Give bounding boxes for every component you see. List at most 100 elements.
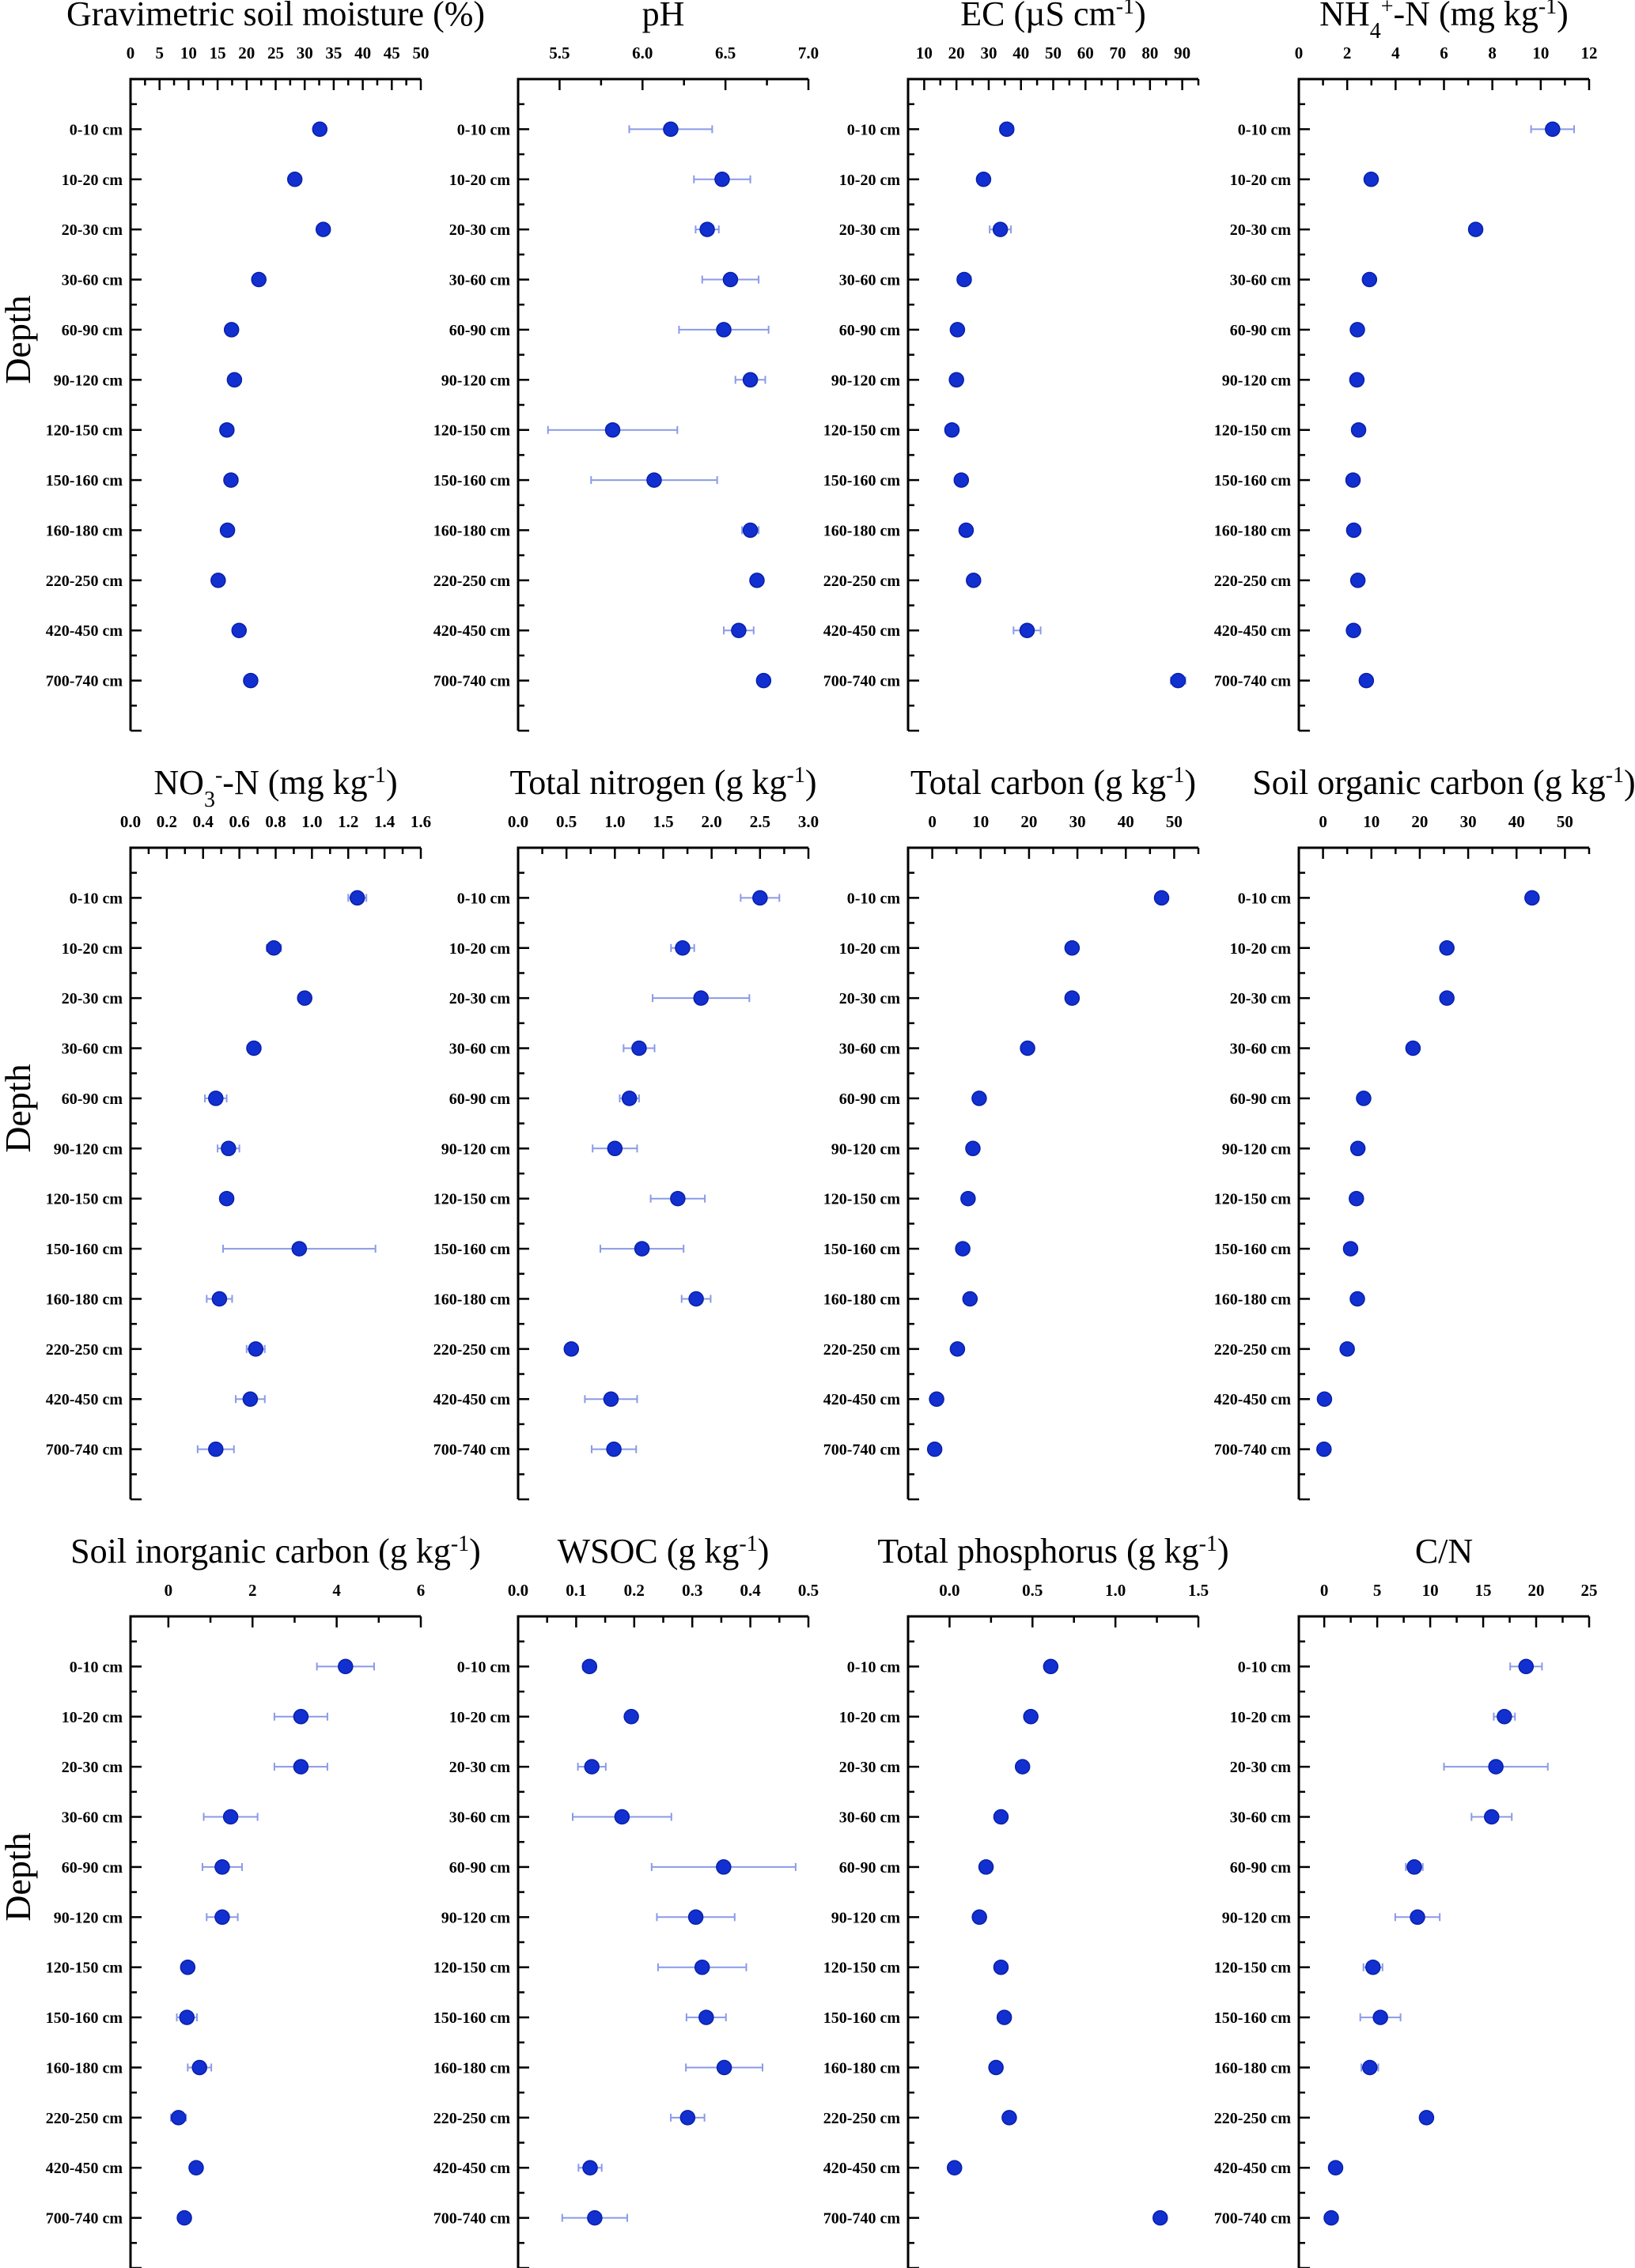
depth-label: 90-120 cm xyxy=(1222,1909,1292,1926)
data-point xyxy=(606,1441,622,1457)
depth-label: 0-10 cm xyxy=(1238,1658,1292,1676)
x-tick-label: 15 xyxy=(210,43,226,62)
depth-label: 30-60 cm xyxy=(1230,1809,1292,1827)
data-point xyxy=(293,1759,309,1775)
depth-label: 30-60 cm xyxy=(839,1041,901,1058)
depth-label: 420-450 cm xyxy=(823,622,901,640)
x-tick-label: 10 xyxy=(972,812,989,831)
panel-title: WSOC (g kg-1) xyxy=(558,1532,770,1571)
depth-label: 420-450 cm xyxy=(823,2160,901,2177)
data-point xyxy=(1363,172,1380,187)
data-point xyxy=(1349,322,1365,338)
depth-label: 60-90 cm xyxy=(62,1859,123,1877)
data-point xyxy=(607,1140,623,1157)
data-point xyxy=(582,2160,598,2175)
depth-label: 0-10 cm xyxy=(70,121,123,138)
x-tick-label: 2 xyxy=(248,1581,257,1600)
title-part: -1 xyxy=(787,763,805,788)
depth-label: 220-250 cm xyxy=(823,1341,901,1359)
data-point xyxy=(222,1809,239,1825)
data-point xyxy=(623,1709,639,1725)
data-point xyxy=(929,1391,944,1407)
x-tick-label: 2.0 xyxy=(702,812,722,831)
data-point xyxy=(1316,1441,1332,1457)
title-part: EC (µS cm xyxy=(960,0,1115,33)
data-point xyxy=(978,1859,994,1875)
depth-label: 700-740 cm xyxy=(433,1442,511,1459)
data-point xyxy=(214,1859,230,1875)
x-tick-label: 10 xyxy=(1532,43,1549,62)
title-part: Total phosphorus (g kg xyxy=(877,1532,1198,1571)
data-point xyxy=(1064,940,1081,956)
data-point xyxy=(971,1091,987,1106)
depth-label: 420-450 cm xyxy=(823,1391,901,1408)
panel-title: Soil inorganic carbon (g kg-1) xyxy=(70,1532,481,1571)
x-tick-label: 0.6 xyxy=(229,812,250,831)
title-part: ) xyxy=(1217,1532,1229,1571)
depth-label: 90-120 cm xyxy=(831,1909,901,1926)
depth-label: 60-90 cm xyxy=(449,1859,511,1877)
depth-label: 150-160 cm xyxy=(46,1241,123,1258)
data-point xyxy=(1418,2110,1435,2126)
data-point xyxy=(1020,1040,1035,1057)
data-point xyxy=(1043,1658,1059,1675)
data-point xyxy=(749,573,765,588)
depth-label: 20-30 cm xyxy=(449,221,511,239)
depth-label: 150-160 cm xyxy=(433,472,511,490)
data-point xyxy=(992,221,1009,237)
data-point xyxy=(1439,940,1455,956)
data-point xyxy=(1323,2209,1339,2226)
panel-0: Gravimetric soil moisture (%) 0 5 10 15 20 25 3… xyxy=(0,0,485,732)
depth-label: 20-30 cm xyxy=(62,990,123,1007)
depth-label: 90-120 cm xyxy=(441,372,511,389)
data-point xyxy=(971,1909,987,1926)
data-point xyxy=(291,1241,308,1257)
x-tick-label: 25 xyxy=(1581,1581,1598,1600)
title-part: ) xyxy=(805,763,817,802)
depth-label: 0-10 cm xyxy=(847,121,901,138)
x-tick-label: 80 xyxy=(1141,43,1158,62)
depth-label: 90-120 cm xyxy=(54,1909,123,1926)
depth-label: 220-250 cm xyxy=(1214,2110,1292,2127)
depth-label: 60-90 cm xyxy=(839,1091,901,1108)
depth-label: 20-30 cm xyxy=(839,1759,901,1776)
depth-label: 30-60 cm xyxy=(1230,272,1292,289)
title-part: -1 xyxy=(1116,0,1134,19)
depth-label: 160-180 cm xyxy=(823,522,901,539)
title-part: pH xyxy=(642,0,685,33)
x-tick-label: 30 xyxy=(297,43,313,62)
depth-label: 120-150 cm xyxy=(823,422,901,440)
x-tick-label: 0 xyxy=(928,812,937,831)
depth-label: 20-30 cm xyxy=(449,1759,511,1776)
title-part: ) xyxy=(469,1532,481,1571)
depth-label: 220-250 cm xyxy=(1214,573,1292,590)
x-tick-label: 50 xyxy=(1045,43,1062,62)
depth-label: 120-150 cm xyxy=(46,1191,123,1208)
x-tick-label: 0.2 xyxy=(157,812,177,831)
x-tick-label: 0 xyxy=(1320,1581,1329,1600)
data-point xyxy=(243,672,259,689)
depth-label: 0-10 cm xyxy=(847,1658,901,1676)
depth-label: 150-160 cm xyxy=(1214,1241,1292,1258)
depth-label: 700-740 cm xyxy=(1214,2210,1292,2228)
title-part: Gravimetric soil moisture (%) xyxy=(66,0,485,33)
depth-label: 150-160 cm xyxy=(433,1241,511,1258)
data-point xyxy=(214,1909,230,1926)
x-tick-label: 0.5 xyxy=(556,812,577,831)
depth-label: 0-10 cm xyxy=(70,890,123,907)
data-point xyxy=(631,1040,647,1057)
x-tick-label: 50 xyxy=(1557,812,1573,831)
depth-label: 0-10 cm xyxy=(457,1658,511,1676)
depth-label: 60-90 cm xyxy=(449,322,511,339)
depth-label: 220-250 cm xyxy=(433,1341,511,1359)
depth-label: 90-120 cm xyxy=(441,1140,511,1158)
data-point xyxy=(614,1809,630,1825)
data-point xyxy=(966,573,982,588)
x-tick-label: 45 xyxy=(384,43,400,62)
data-point xyxy=(716,1859,732,1875)
data-point xyxy=(742,372,759,388)
depth-label: 30-60 cm xyxy=(449,1809,511,1827)
data-point xyxy=(953,472,970,488)
panel-11: C/N 0 5 10 15 20 25 0-10 cm 10-20 cm 20-30 cm 30-6… xyxy=(1214,1532,1598,2268)
data-point xyxy=(1467,221,1484,237)
